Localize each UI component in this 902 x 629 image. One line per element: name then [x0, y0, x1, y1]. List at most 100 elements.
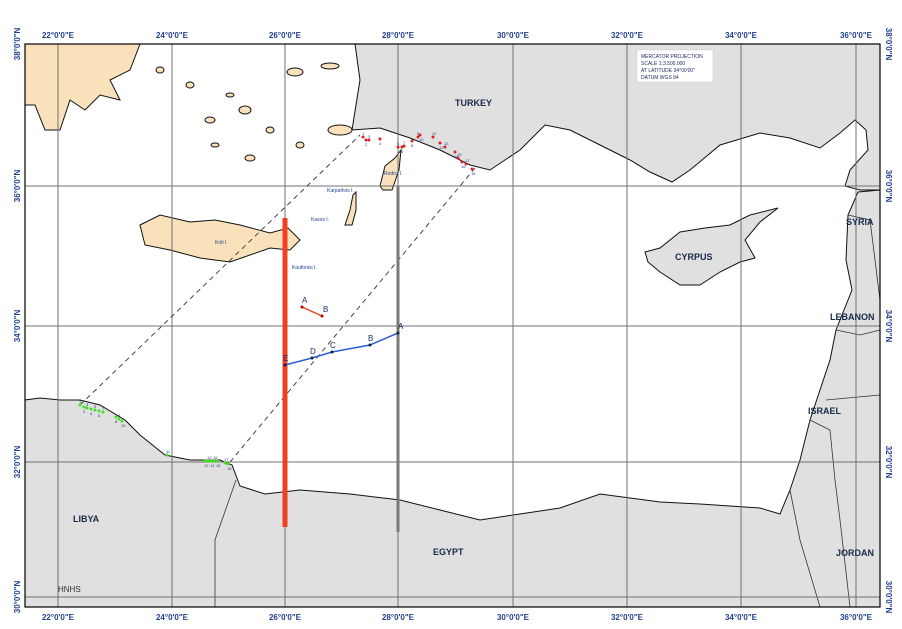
turkey-coast-point [438, 141, 442, 145]
label-turkey: TURKEY [455, 98, 492, 108]
libya-coast-point-label: 2 [83, 409, 86, 414]
turkey-coast-point [418, 133, 422, 137]
turkey-coast-point-label: 17 [465, 158, 470, 163]
lon-tick-label-top: 26°0'0"E [269, 31, 302, 40]
turkey-coast-point-label: 12 [439, 145, 444, 150]
lat-tick-label-left: 38°0'0"N [13, 28, 22, 61]
turkey-coast-point-label: 18 [471, 171, 476, 176]
turkey-coast-point [410, 139, 414, 143]
libya-coast-point-label: 3 [86, 402, 89, 407]
libya-coast-point [78, 403, 82, 407]
turkey-land [351, 43, 881, 191]
graticule [25, 44, 880, 607]
crete-land [139, 214, 301, 263]
turkey-coast-point [416, 135, 420, 139]
lon-tick-label-top: 34°0'0"E [725, 31, 758, 40]
libya-coast-point-label: 11 [166, 449, 171, 454]
blue-line-point-label: D [310, 347, 316, 356]
blue-line-point-label: B [368, 334, 373, 343]
lon-tick-label-top: 36°0'0"E [840, 31, 873, 40]
lon-tick-label-top: 24°0'0"E [156, 31, 189, 40]
label-kriti: Kriti I. [215, 240, 228, 246]
turkey-coast-point-label: 1 [362, 131, 365, 136]
turkey-coast-point-label: 16 [461, 164, 466, 169]
libya-coast-point [203, 459, 207, 463]
label-libya: LIBYA [73, 514, 100, 524]
lat-tick-label-left: 30°0'0"N [13, 581, 22, 614]
red-segment-vertex [320, 314, 324, 318]
turkey-coast-point [402, 144, 406, 148]
label-karpathos: Karpathos I. [327, 188, 354, 194]
libya-coast-point-label: 13 [207, 455, 212, 460]
libya-coast-point-label: 18 [227, 466, 232, 471]
lat-tick-label-left: 36°0'0"N [13, 170, 22, 203]
turkey-coast-point-label: 2 [365, 142, 368, 147]
red-segment: AB [300, 296, 328, 318]
libya-coast-point-label: 5 [94, 404, 97, 409]
label-syria: SYRIA [846, 217, 874, 227]
lon-tick-label-bottom: 22°0'0"E [42, 613, 75, 622]
turkey-coast-point-label: 8 [411, 143, 414, 148]
turkey-coast-point-label: 5 [397, 141, 400, 146]
rhodes-land [379, 148, 402, 191]
lon-tick-label-top: 22°0'0"E [42, 31, 75, 40]
libya-coast-point [85, 406, 89, 410]
credit-hnhs: HNHS [58, 585, 81, 594]
lat-tick-label-right: 34°0'0"N [884, 310, 893, 343]
cyprus-land [644, 207, 779, 286]
lon-tick-label-top: 30°0'0"E [497, 31, 530, 40]
libya-coast-point-label: 6 [98, 413, 101, 418]
borders [214, 214, 881, 608]
blue-line-point-label: C [330, 341, 336, 350]
libya-coast-point [101, 410, 105, 414]
lon-tick-label-bottom: 26°0'0"E [269, 613, 302, 622]
libya-coast-point [82, 405, 86, 409]
libya-coast-point-label: 14 [210, 463, 215, 468]
legend-box: MERCATOR PROJECTION SCALE 1:3.500.000 AT… [636, 49, 714, 83]
libya-coast-point-label: 15 [213, 455, 218, 460]
libya-coast-point-label: 7 [102, 406, 105, 411]
red-segment-line [301, 306, 323, 317]
lon-tick-label-bottom: 30°0'0"E [497, 613, 530, 622]
blue-line-point-label: E [283, 354, 288, 363]
legend-line: MERCATOR PROJECTION [641, 54, 703, 60]
map-frame [24, 43, 881, 608]
turkey-coast-point [456, 156, 460, 160]
karpathos-land [344, 190, 357, 226]
label-egypt: EGYPT [433, 547, 464, 557]
africa-levant-land [24, 189, 881, 608]
blue-line-vertex [330, 350, 334, 354]
libya-coast-point-label: 12 [204, 463, 209, 468]
turkey-coast-point [453, 150, 457, 154]
libya-coast-point [120, 419, 124, 423]
dashed-corridor [79, 134, 476, 463]
turkey-coast-point-label: 4 [379, 141, 382, 146]
lon-tick-label-top: 32°0'0"E [611, 31, 644, 40]
label-israel: ISRAEL [808, 406, 842, 416]
lon-tick-label-bottom: 28°0'0"E [382, 613, 415, 622]
libya-coast-point [209, 459, 213, 463]
turkey-coast-point [378, 137, 382, 141]
libya-coast-point [93, 408, 97, 412]
libya-coast-point [223, 461, 227, 465]
red-segment-vertex [300, 305, 304, 309]
turkey-coast-point-label: 13 [444, 141, 449, 146]
legend-line: AT LATITUDE 34°00'00" [641, 68, 695, 74]
lon-tick-label-bottom: 34°0'0"E [725, 613, 758, 622]
turkey-coast-point-label: 15 [457, 152, 462, 157]
libya-coast-point [212, 459, 216, 463]
lon-tick-label-bottom: 32°0'0"E [611, 613, 644, 622]
turkey-coast-point-label: 14 [454, 154, 459, 159]
aegean-islands [155, 62, 353, 162]
libya-coast-point [89, 407, 93, 411]
turkey-coast-point-label: 6 [401, 149, 404, 154]
red-segment-point-label: B [323, 305, 328, 314]
libya-coast-point [206, 459, 210, 463]
libya-coast-point-label: 9 [118, 413, 121, 418]
legend-line: SCALE 1:3.500.000 [641, 61, 685, 67]
turkey-coast-point-label: 11 [432, 131, 437, 136]
label-cyprus: CYRPUS [675, 252, 713, 262]
libya-coast-point-label: 1 [79, 399, 82, 404]
